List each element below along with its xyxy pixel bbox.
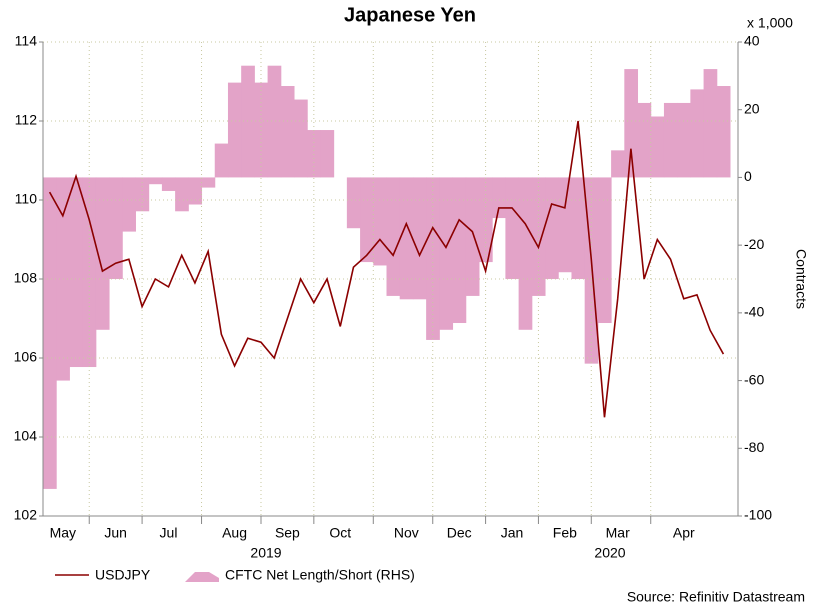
bar <box>69 177 84 368</box>
y2-tick-label: 40 <box>744 33 760 49</box>
source-note: Source: Refinitiv Datastream <box>627 589 805 605</box>
bar <box>360 177 374 263</box>
year-label: 2020 <box>594 545 625 561</box>
bar <box>597 177 612 324</box>
bar <box>161 177 176 191</box>
x-tick-label: Jan <box>501 525 524 541</box>
y-tick-label: 108 <box>14 270 38 286</box>
x-tick-label: Jun <box>104 525 127 541</box>
bar <box>637 102 652 178</box>
grid-layer <box>43 41 738 517</box>
bar <box>399 177 414 300</box>
bar <box>148 177 163 185</box>
y-tick-label: 110 <box>15 191 38 207</box>
bar <box>201 177 216 188</box>
year-label: 2019 <box>250 545 281 561</box>
bar <box>465 177 480 296</box>
bar <box>122 177 136 232</box>
x-tick-label: Sep <box>275 525 300 541</box>
bar <box>280 86 295 178</box>
bar <box>241 65 255 178</box>
bar <box>703 69 718 178</box>
x-tick-label: May <box>50 525 76 541</box>
x-tick-label: Dec <box>447 525 472 541</box>
x-tick-label: Mar <box>606 525 630 541</box>
bar <box>214 143 229 178</box>
bar <box>690 89 705 178</box>
bar <box>373 177 387 266</box>
bar <box>439 177 454 330</box>
bar <box>571 177 586 279</box>
y-tick-label: 112 <box>15 112 38 128</box>
y2-tick-label: -100 <box>744 507 772 523</box>
y2-tick-label: -40 <box>744 304 764 320</box>
bar <box>109 177 123 279</box>
bar <box>43 177 57 489</box>
bar <box>545 177 559 279</box>
y2-tick-label: -80 <box>744 439 764 455</box>
y-tick-label: 114 <box>15 33 38 49</box>
y2-axis-label: Contracts <box>793 249 809 309</box>
bar <box>518 177 533 330</box>
bar <box>346 177 361 229</box>
x-tick-label: Oct <box>329 525 351 541</box>
x-tick-label: Jul <box>160 525 178 541</box>
bar <box>175 177 189 212</box>
bar <box>188 177 203 205</box>
bar <box>611 150 625 178</box>
bar <box>531 177 546 296</box>
y2-tick-label: -60 <box>744 371 764 387</box>
bar <box>227 82 242 178</box>
bar <box>294 99 308 178</box>
bar <box>505 177 520 279</box>
bar <box>650 116 665 178</box>
bar <box>267 65 282 178</box>
y2-tick-label: 0 <box>744 168 752 184</box>
x-tick-label: Apr <box>673 525 695 541</box>
bar <box>478 177 493 263</box>
x-tick-label: Nov <box>394 525 419 541</box>
bar <box>307 130 321 178</box>
legend-label: USDJPY <box>95 567 151 583</box>
bar <box>663 102 678 178</box>
y2-tick-label: -20 <box>744 236 764 252</box>
bar <box>95 177 110 330</box>
line <box>48 120 725 418</box>
bar <box>677 102 691 178</box>
legend-label: CFTC Net Length/Short (RHS) <box>225 567 415 583</box>
bar <box>624 69 639 178</box>
bar <box>320 130 335 178</box>
y2-unit: x 1,000 <box>747 15 793 31</box>
bar <box>386 177 401 296</box>
y2-tick-label: 20 <box>744 100 760 116</box>
y-tick-label: 104 <box>14 428 38 444</box>
bar <box>452 177 467 324</box>
x-tick-label: Aug <box>222 525 247 541</box>
bar <box>492 177 506 219</box>
bar <box>82 177 97 368</box>
y-tick-label: 106 <box>14 349 38 365</box>
chart-title: Japanese Yen <box>344 4 476 26</box>
bar <box>558 177 572 273</box>
bar <box>716 86 731 178</box>
legend-swatch <box>185 572 219 582</box>
bar <box>412 177 427 300</box>
x-tick-label: Feb <box>553 525 577 541</box>
bar-layer <box>43 65 731 489</box>
y-tick-label: 102 <box>14 507 38 523</box>
